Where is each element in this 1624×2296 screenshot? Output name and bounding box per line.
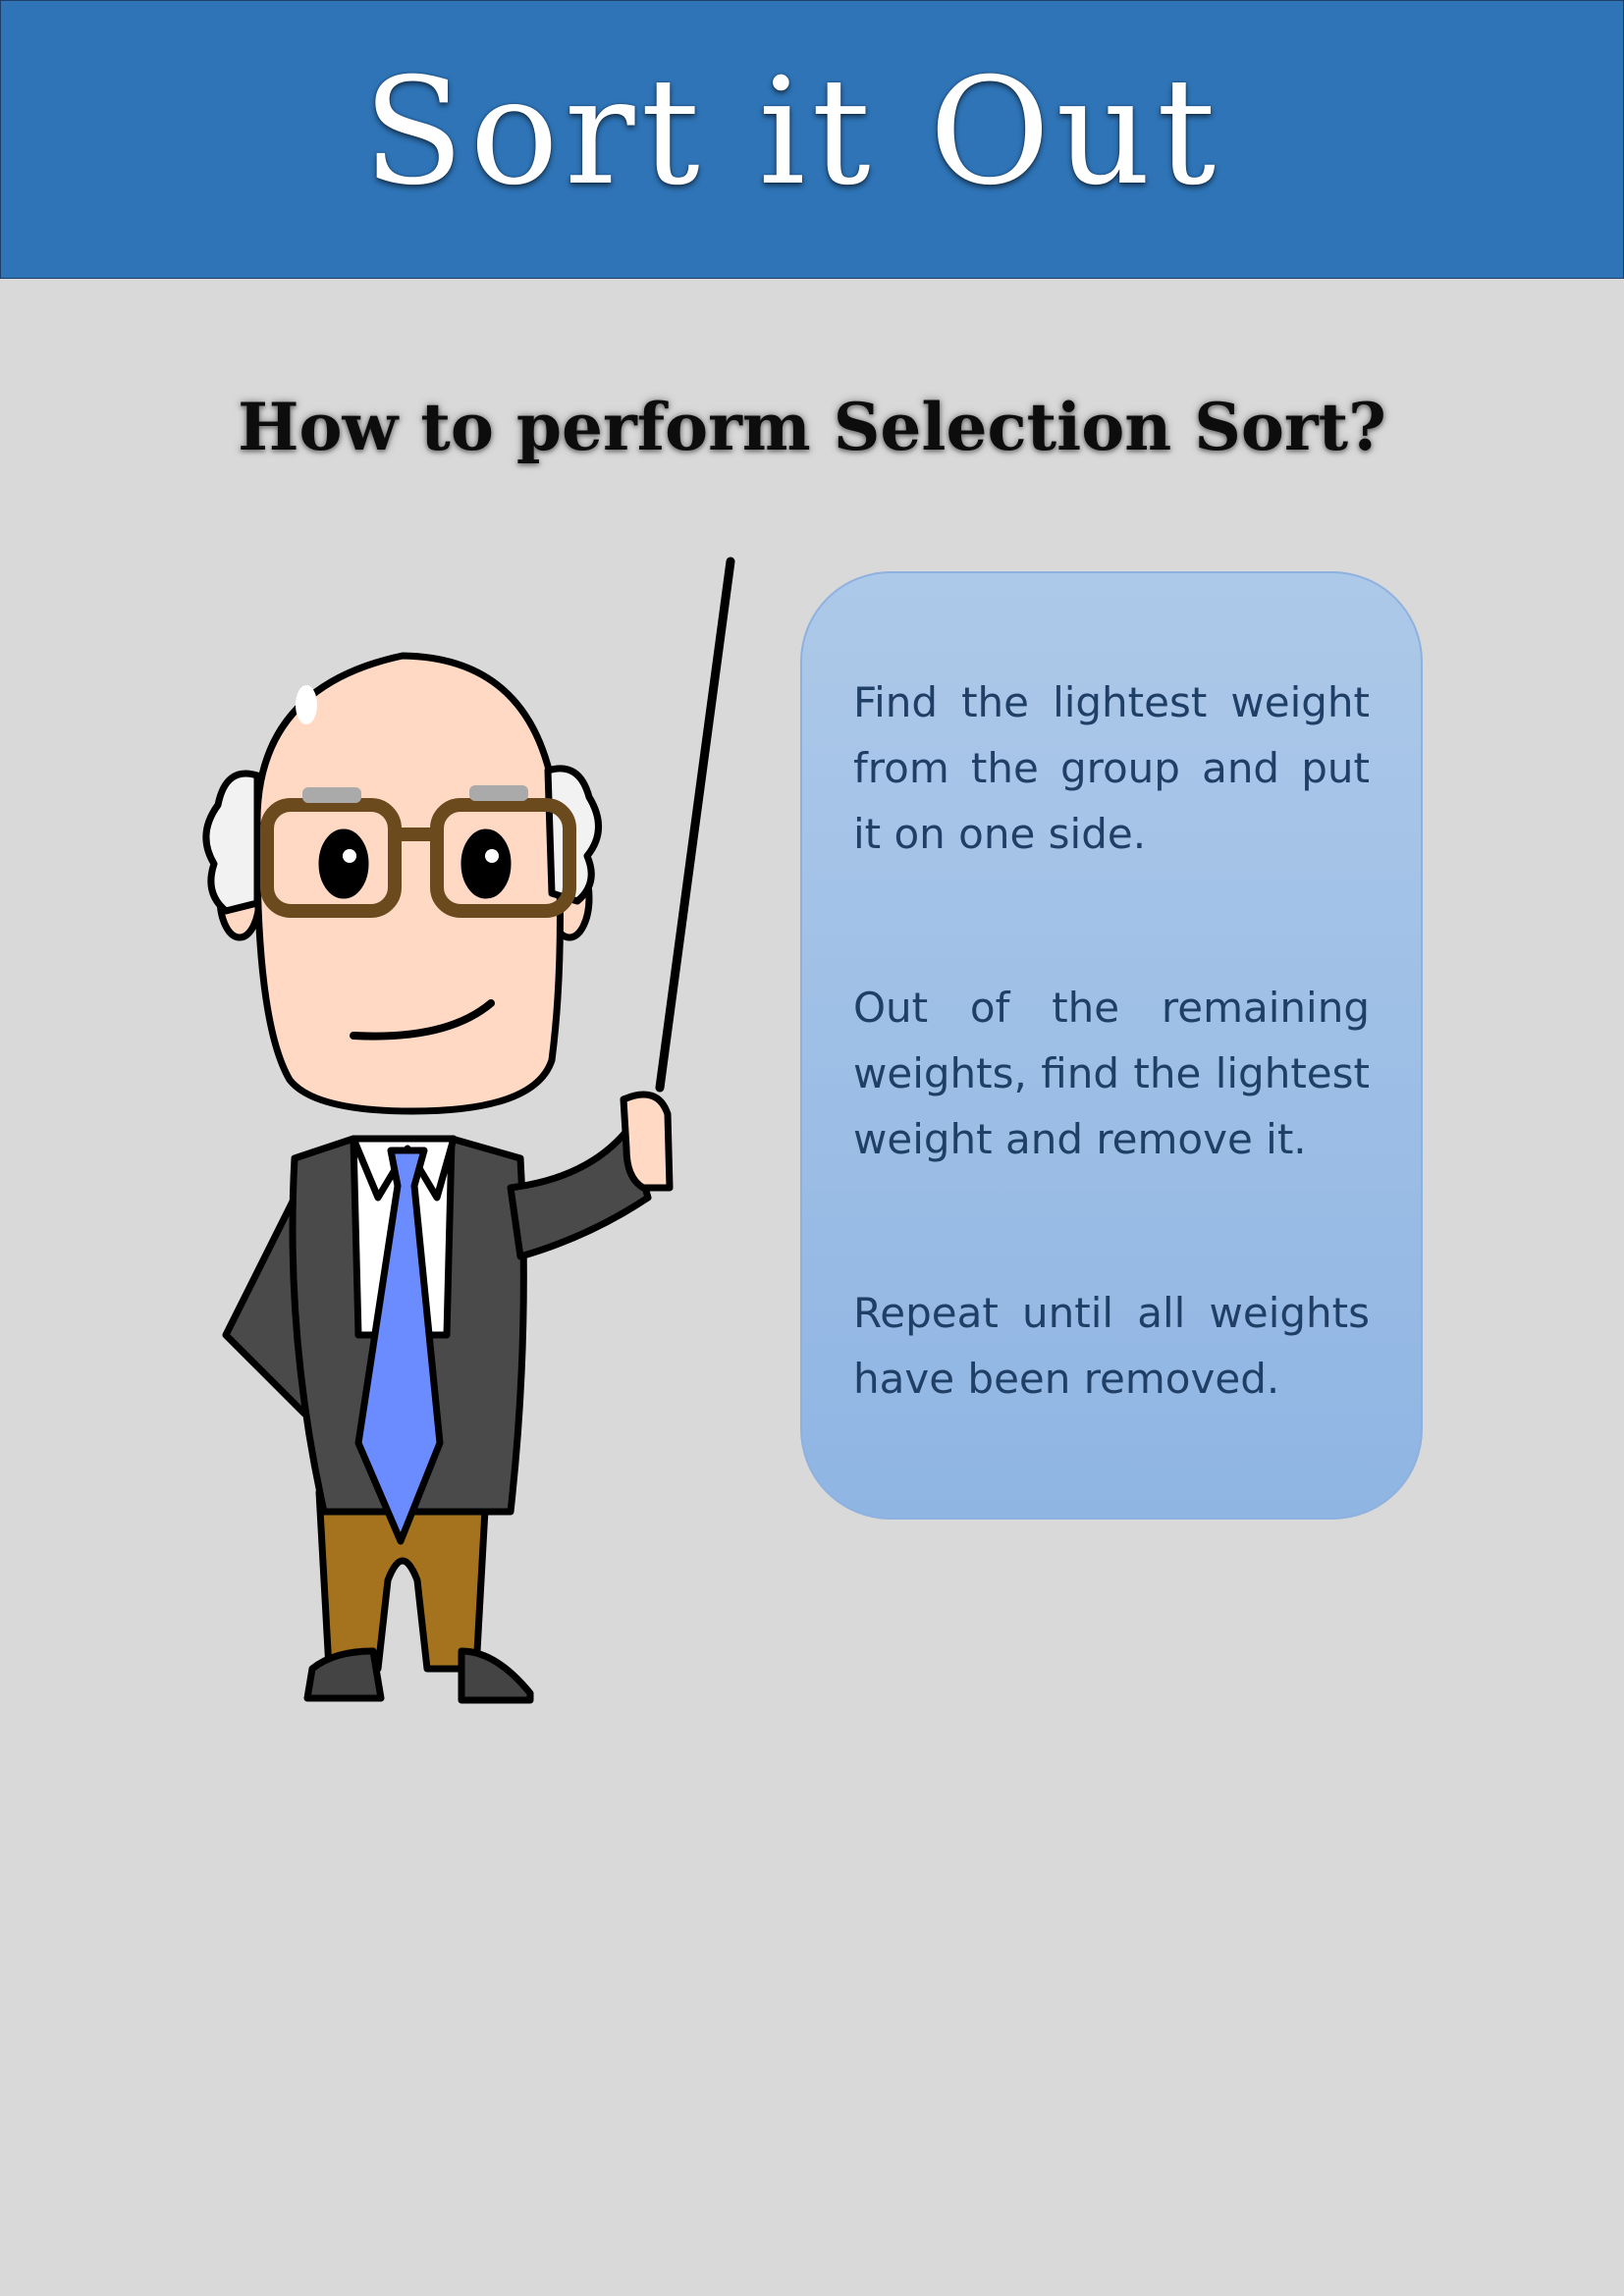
step-1-text: Find the lightest weight from the group … [853,678,1370,858]
page-title: Sort it Out [362,47,1222,218]
section-heading: How to perform Selection Sort? [238,389,1386,465]
step-3-text: Repeat until all weights have been remov… [853,1289,1370,1403]
title-banner: Sort it Out [0,0,1624,279]
teacher-illustration [202,557,735,1704]
steps-panel: Find the lightest weight from the group … [800,571,1423,1520]
step-2-text: Out of the remaining weights, find the l… [853,984,1370,1163]
